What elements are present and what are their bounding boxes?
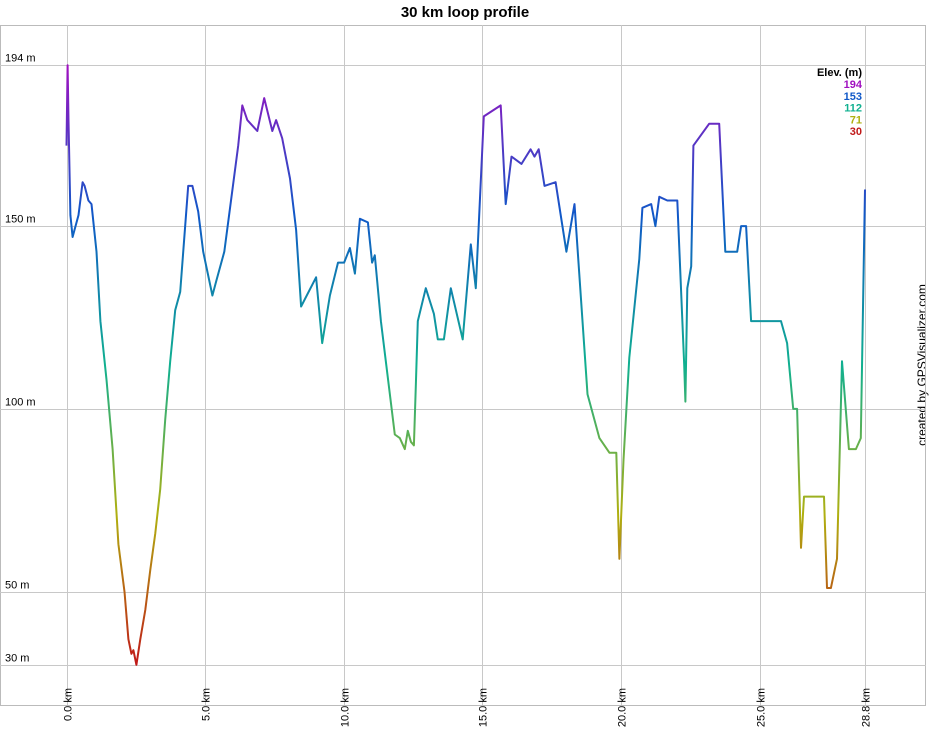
- y-tick-label: 50 m: [5, 580, 29, 592]
- y-tick-label: 30 m: [5, 653, 29, 665]
- legend-entry: 71: [850, 114, 862, 126]
- y-tick-label: 194 m: [5, 53, 36, 65]
- credit: created by GPSVisualizer.com: [915, 284, 929, 446]
- x-tick-label: 10.0 km: [340, 688, 352, 727]
- x-tick-label: 15.0 km: [478, 688, 490, 727]
- y-tick-label: 150 m: [5, 214, 36, 226]
- plot-frame: [0, 25, 926, 706]
- legend-title: Elev. (m): [817, 67, 862, 79]
- chart-title: 30 km loop profile: [401, 4, 529, 21]
- x-tick-label: 0.0 km: [63, 688, 75, 721]
- legend-entry: 194: [844, 79, 863, 91]
- legend-entry: 30: [850, 126, 862, 138]
- legend-entry: 153: [844, 91, 862, 103]
- elevation-line: [65, 64, 866, 666]
- legend-entry: 112: [844, 103, 862, 115]
- x-tick-label: 28.8 km: [861, 688, 873, 727]
- x-tick-label: 5.0 km: [201, 688, 213, 721]
- y-tick-label: 100 m: [5, 397, 36, 409]
- x-tick-label: 20.0 km: [617, 688, 629, 727]
- x-tick-label: 25.0 km: [756, 688, 768, 727]
